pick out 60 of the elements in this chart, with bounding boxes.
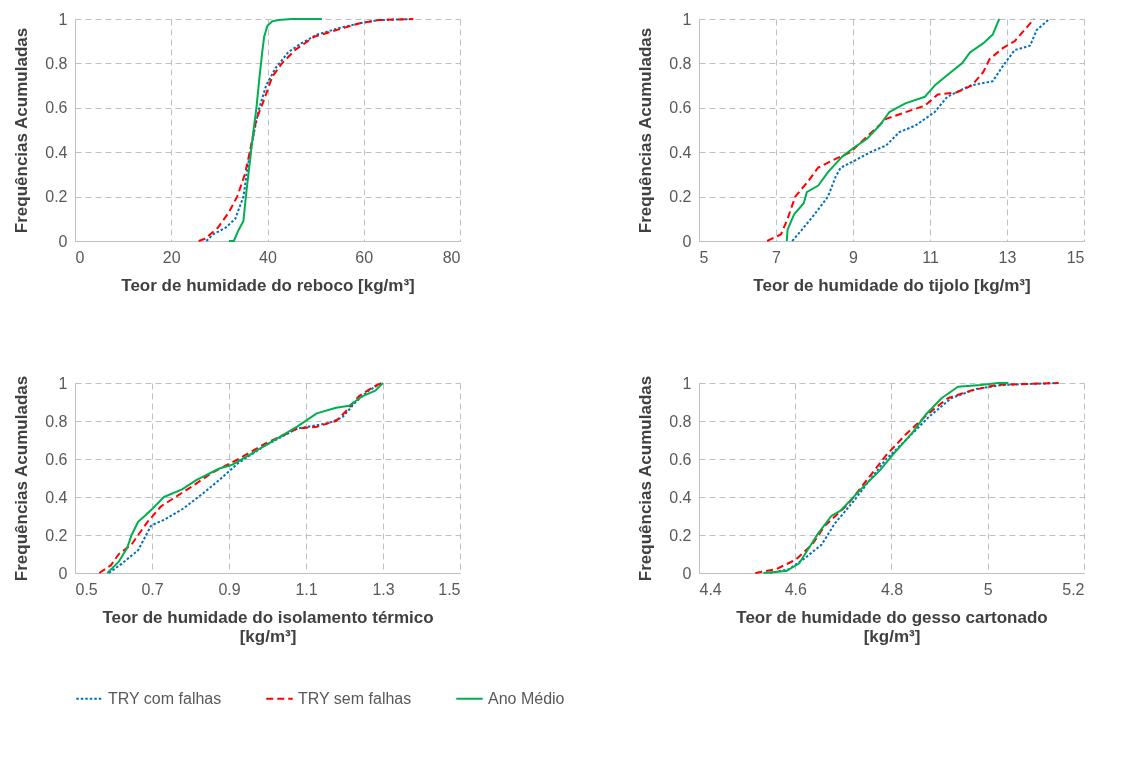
y-tick-label: 0.6 [45, 99, 68, 117]
y-tick-label: 1 [58, 10, 68, 28]
y-tick-label: 1 [58, 374, 68, 392]
y-tick-label: 0.6 [669, 450, 692, 468]
y-axis-title: Frequências Acumuladas [12, 375, 32, 582]
y-tick-label: 0.6 [45, 450, 68, 468]
y-tick-label: 0 [58, 232, 68, 250]
y-tick-label: 1 [682, 10, 692, 28]
x-axis-title: Teor de humidade do gesso cartonado [kg/m³] [736, 607, 1048, 646]
x-tick-label: 11 [922, 248, 939, 266]
y-axis-title: Frequências Acumuladas [12, 27, 32, 234]
x-tick-label: 80 [442, 248, 461, 266]
x-tick-label: 13 [998, 248, 1017, 266]
y-tick-label: 0.2 [45, 526, 68, 544]
x-tick-label: 0.7 [141, 580, 164, 598]
y-tick-label: 0.8 [669, 412, 692, 430]
legend-label: TRY com falhas [108, 689, 222, 707]
y-tick-label: 0.8 [45, 54, 68, 72]
y-tick-label: 0.2 [45, 188, 68, 206]
x-tick-label: 0 [75, 248, 85, 266]
x-tick-label: 20 [162, 248, 181, 266]
x-tick-label: 40 [259, 248, 277, 266]
x-tick-label: 1.5 [438, 580, 461, 598]
line-series [785, 18, 1001, 242]
y-tick-label: 0 [682, 564, 692, 582]
x-tick-label: 5 [699, 248, 709, 266]
x-tick-label: 7 [772, 248, 782, 266]
x-tick-label: 4.6 [784, 580, 807, 598]
y-tick-label: 0.4 [669, 488, 692, 506]
line-series [762, 382, 1010, 574]
x-tick-label: 4.4 [699, 580, 722, 598]
x-tick-label: 60 [355, 248, 374, 266]
x-tick-label: 15 [1066, 248, 1085, 266]
x-axis-title: Teor de humidade do isolamento térmico [kg/m³] [102, 607, 434, 646]
x-tick-label: 4.8 [880, 580, 904, 598]
y-axis-title: Frequências Acumuladas [636, 27, 656, 234]
x-axis-title: Teor de humidade do reboco [kg/m³] [121, 275, 415, 295]
y-tick-label: 0.4 [45, 488, 68, 506]
x-tick-label: 0.9 [218, 580, 241, 598]
legend-label: Ano Médio [488, 689, 565, 707]
y-tick-label: 1 [682, 374, 692, 392]
line-series [228, 18, 323, 242]
y-tick-label: 0 [58, 564, 68, 582]
y-tick-label: 0.8 [669, 54, 692, 72]
y-axis-title: Frequências Acumuladas [636, 375, 656, 582]
y-tick-label: 0.8 [45, 412, 68, 430]
y-tick-label: 0.2 [669, 526, 692, 544]
y-tick-label: 0.4 [45, 143, 68, 161]
y-tick-label: 0.6 [669, 99, 692, 117]
y-tick-label: 0.2 [669, 188, 692, 206]
x-axis-title: Teor de humidade do tijolo [kg/m³] [753, 275, 1031, 295]
x-tick-label: 5.2 [1062, 580, 1085, 598]
x-tick-label: 5 [983, 580, 993, 598]
y-tick-label: 0.4 [669, 143, 692, 161]
x-tick-label: 9 [849, 248, 859, 266]
x-tick-label: 1.1 [295, 580, 318, 598]
legend-label: TRY sem falhas [298, 689, 412, 707]
x-tick-label: 1.3 [372, 580, 395, 598]
y-tick-label: 0 [682, 232, 692, 250]
x-tick-label: 0.5 [75, 580, 98, 598]
